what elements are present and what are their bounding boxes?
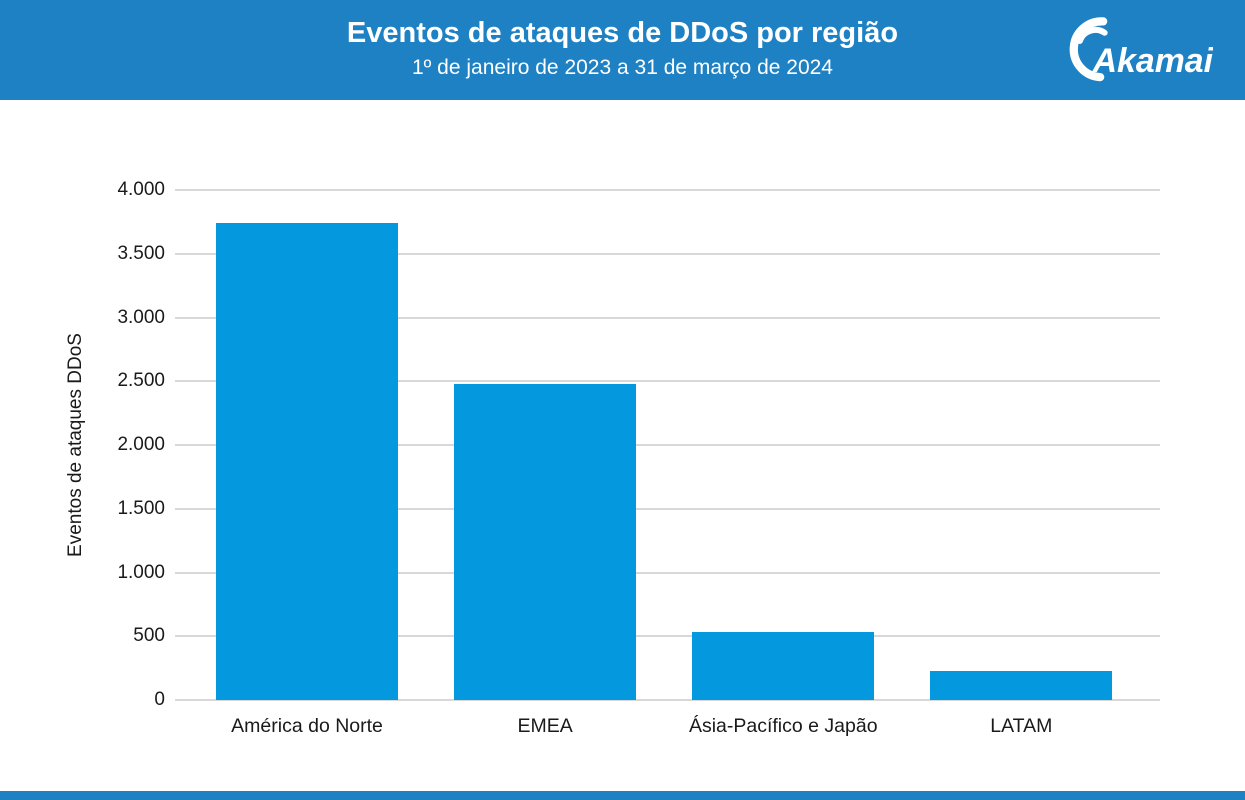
x-tick-label-asia-pacifico-e-japao: Ásia-Pacífico e Japão [688,715,878,737]
y-tick-label-1000: 1.000 [117,561,165,583]
bar-america-do-norte [216,223,399,700]
akamai-logo: Akamai [1069,17,1213,82]
x-tick-label-emea: EMEA [517,715,573,737]
y-tick-label-2000: 2.000 [117,434,165,455]
bar-chart: Eventos de ataques DDoS 0 500 1.000 1.500 2.… [0,100,1245,791]
y-tick-label-3500: 3.500 [117,242,165,264]
akamai-swoosh-icon [1069,17,1108,82]
bar-emea [454,383,637,700]
akamai-wordmark: Akamai [1092,42,1213,80]
bar-asia-pacifico-e-japao [692,631,875,700]
x-tick-label-latam: LATAM [990,715,1053,737]
page-subtitle: 1º de janeiro de 2023 a 31 de março de 2… [412,56,833,80]
x-tick-label-america-do-norte: América do Norte [231,715,383,737]
y-tick-label-0: 0 [154,689,165,710]
gridline-4000 [175,189,1160,191]
page-title: Eventos de ataques de DDoS por região [346,17,899,49]
header-banner: Eventos de ataques de DDoS por região 1º… [0,0,1245,100]
gridline-2000 [175,444,1160,446]
y-tick-label-2500: 2.500 [117,370,165,392]
bar-latam [930,670,1113,700]
gridline-500 [175,635,1160,638]
footer-bar [0,791,1245,800]
gridline-3500 [175,252,1160,255]
gridline-3000 [175,316,1160,319]
y-tick-label-3000: 3.000 [117,306,165,328]
y-tick-label-1500: 1.500 [117,497,165,519]
gridline-0 [175,699,1160,701]
gridline-1000 [175,571,1160,574]
y-tick-label-4000: 4.000 [117,179,165,200]
gridline-2500 [175,380,1160,383]
gridline-1500 [175,507,1160,510]
header-text-block: Eventos de ataques de DDoS por região 1º… [0,0,1245,81]
y-tick-label-500: 500 [133,625,165,647]
